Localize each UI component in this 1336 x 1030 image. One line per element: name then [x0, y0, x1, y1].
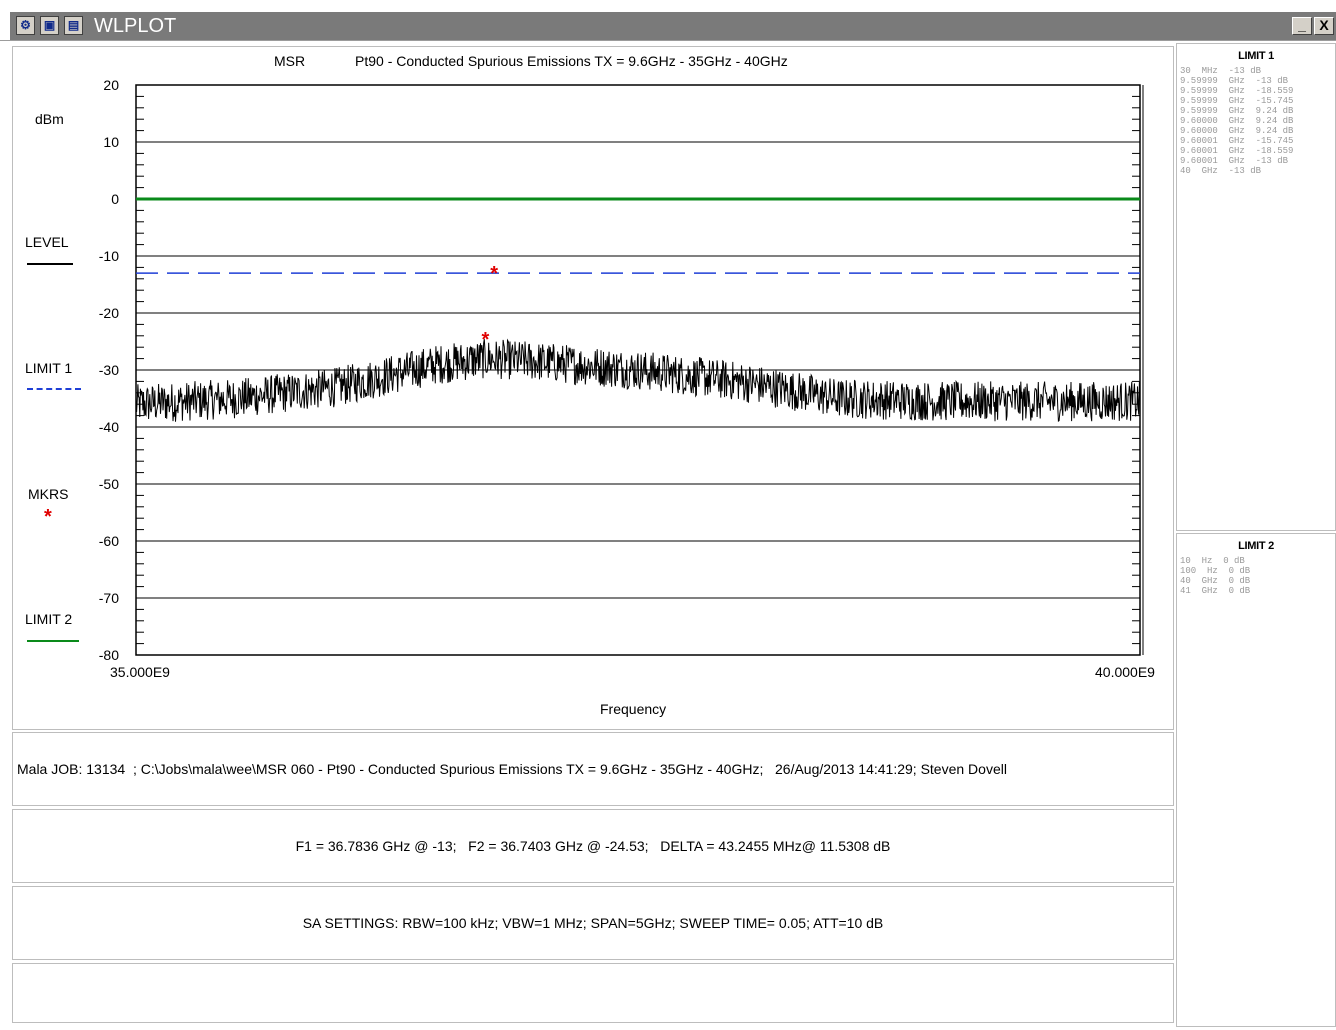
- app-icon[interactable]: ⚙: [16, 16, 35, 35]
- y-tick-label: -60: [99, 533, 119, 549]
- legend-level-line: [27, 263, 73, 265]
- plot-header-left: MSR: [274, 53, 305, 69]
- x-end-label: 40.000E9: [1095, 664, 1155, 680]
- legend-limit2-label: LIMIT 2: [25, 611, 72, 627]
- y-tick-label: -70: [99, 590, 119, 606]
- spectrum-chart: MSR Pt90 - Conducted Spurious Emissions …: [13, 47, 1173, 729]
- sa-settings-panel: SA SETTINGS: RBW=100 kHz; VBW=1 MHz; SPA…: [12, 886, 1174, 960]
- window-titlebar[interactable]: ⚙ ▣ ▤ WLPLOT _ X: [0, 0, 1336, 41]
- titlebar-bar[interactable]: ⚙ ▣ ▤ WLPLOT _ X: [10, 12, 1336, 40]
- y-tick-label: -30: [99, 362, 119, 378]
- y-tick-label: -10: [99, 248, 119, 264]
- limit2-table-rows: 10 Hz 0 dB 100 Hz 0 dB 40 GHz 0 dB 41 GH…: [1180, 556, 1335, 596]
- minimize-button[interactable]: _: [1292, 17, 1312, 35]
- y-tick-label: 0: [111, 191, 119, 207]
- plot-panel: MSR Pt90 - Conducted Spurious Emissions …: [12, 46, 1174, 730]
- restore-icon[interactable]: ▤: [64, 16, 83, 35]
- y-tick-label: -50: [99, 476, 119, 492]
- legend-mkrs-label: MKRS: [28, 486, 68, 502]
- y-tick-label: -40: [99, 419, 119, 435]
- level-trace: [136, 339, 1140, 422]
- limit1-table-rows: 30 MHz -13 dB 9.59999 GHz -13 dB 9.59999…: [1180, 66, 1335, 176]
- limit2-table-panel: LIMIT 2 10 Hz 0 dB 100 Hz 0 dB 40 GHz 0 …: [1176, 533, 1336, 1027]
- sa-settings-text: SA SETTINGS: RBW=100 kHz; VBW=1 MHz; SPA…: [303, 915, 884, 931]
- y-unit-label: dBm: [35, 111, 64, 127]
- marker-info-text: F1 = 36.7836 GHz @ -13; F2 = 36.7403 GHz…: [296, 838, 891, 854]
- window-title: WLPLOT: [94, 15, 176, 38]
- limit2-table-title: LIMIT 2: [1177, 540, 1335, 552]
- y-tick-label: -20: [99, 305, 119, 321]
- plot-header-title: Pt90 - Conducted Spurious Emissions TX =…: [355, 53, 788, 69]
- close-button[interactable]: X: [1314, 17, 1334, 35]
- y-tick-label: 10: [103, 134, 119, 150]
- y-tick-label: -80: [99, 647, 119, 663]
- limit1-table-panel: LIMIT 1 30 MHz -13 dB 9.59999 GHz -13 dB…: [1176, 43, 1336, 531]
- legend-limit2-line: [27, 640, 79, 642]
- window-icon[interactable]: ▣: [40, 16, 59, 35]
- marker-f1: *: [490, 263, 498, 285]
- x-start-label: 35.000E9: [110, 664, 170, 680]
- legend-level-label: LEVEL: [25, 234, 69, 250]
- x-axis-label: Frequency: [600, 701, 666, 717]
- marker-info-panel: F1 = 36.7836 GHz @ -13; F2 = 36.7403 GHz…: [12, 809, 1174, 883]
- marker-f2: *: [482, 329, 490, 351]
- y-tick-label: 20: [103, 77, 119, 93]
- legend-limit1-label: LIMIT 1: [25, 360, 72, 376]
- legend-limit1-line: [27, 388, 81, 390]
- limit1-table-title: LIMIT 1: [1177, 50, 1335, 62]
- legend-marker-symbol: *: [44, 506, 52, 529]
- notes-panel: [12, 963, 1174, 1023]
- job-info-panel: Mala JOB: 13134 ; C:\Jobs\mala\wee\MSR 0…: [12, 732, 1174, 806]
- job-info-text: Mala JOB: 13134 ; C:\Jobs\mala\wee\MSR 0…: [17, 761, 1007, 777]
